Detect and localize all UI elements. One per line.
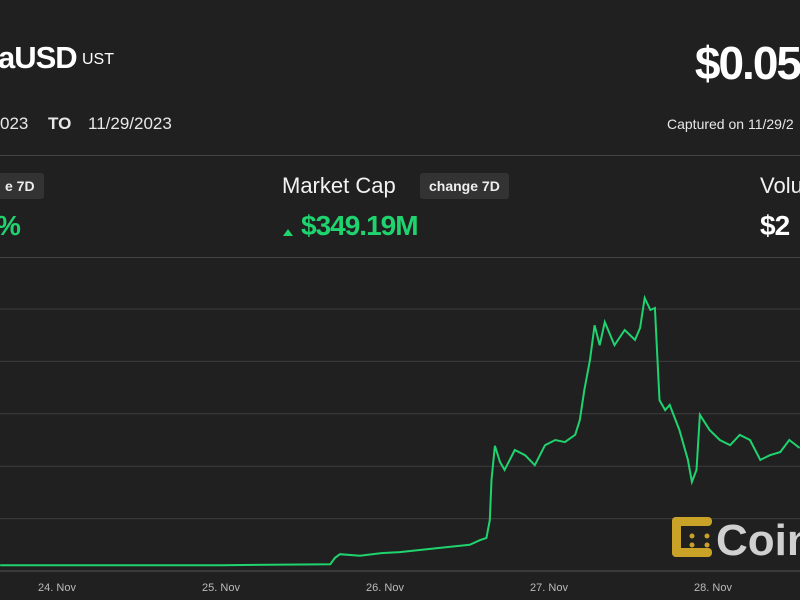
asset-price: $0.05 (694, 37, 800, 89)
range-from[interactable]: 023 (0, 114, 29, 133)
market-cap-value: $349.19M (301, 210, 419, 241)
coindesk-logo: Coin (672, 516, 800, 565)
logo-text: Coin (716, 516, 800, 565)
x-tick-label: 27. Nov (530, 582, 568, 594)
captured-date: Captured on 11/29/2 (667, 116, 794, 132)
price-change-value: % (0, 210, 21, 242)
divider (0, 155, 800, 156)
triangle-up-icon (283, 229, 293, 236)
volume-label: Volu (760, 173, 800, 198)
asset-symbol: UST (82, 51, 114, 68)
market-cap-change-badge[interactable]: change 7D (420, 173, 509, 199)
range-to-label: TO (48, 114, 72, 133)
x-tick-label: 25. Nov (202, 582, 240, 594)
price-change-badge[interactable]: e 7D (0, 173, 44, 199)
x-tick-label: 28. Nov (694, 582, 732, 594)
asset-name: aUSD (0, 40, 78, 75)
x-tick-label: 24. Nov (38, 582, 76, 594)
range-to[interactable]: 11/29/2023 (88, 114, 172, 133)
x-tick-label: 26. Nov (366, 582, 404, 594)
price-chart: Coin 24. Nov 25. Nov 26. Nov 27. Nov 28. Nov (0, 294, 800, 594)
price-line (0, 294, 800, 567)
volume-value: $2 (760, 210, 790, 241)
divider (0, 257, 800, 258)
market-cap-label: Market Cap (282, 173, 396, 198)
